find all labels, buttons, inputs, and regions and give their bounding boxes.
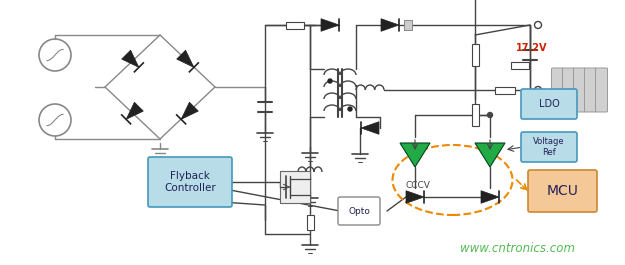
Polygon shape bbox=[361, 122, 379, 134]
FancyBboxPatch shape bbox=[521, 89, 577, 119]
Text: Opto: Opto bbox=[348, 206, 370, 215]
FancyBboxPatch shape bbox=[338, 197, 380, 225]
Bar bbox=[471, 104, 479, 126]
Bar bbox=[280, 171, 310, 203]
FancyBboxPatch shape bbox=[551, 68, 564, 112]
FancyBboxPatch shape bbox=[584, 68, 596, 112]
Text: www.cntronics.com: www.cntronics.com bbox=[460, 242, 575, 255]
Polygon shape bbox=[400, 143, 430, 167]
Text: MCU: MCU bbox=[546, 184, 579, 198]
Text: Flyback
Controller: Flyback Controller bbox=[164, 171, 216, 193]
FancyBboxPatch shape bbox=[562, 68, 574, 112]
Bar bbox=[404, 20, 412, 30]
Circle shape bbox=[348, 107, 352, 111]
Text: Voltage
Ref: Voltage Ref bbox=[533, 137, 565, 157]
Polygon shape bbox=[126, 102, 143, 119]
Circle shape bbox=[488, 113, 492, 117]
Bar bbox=[495, 86, 515, 94]
Polygon shape bbox=[122, 50, 139, 67]
FancyBboxPatch shape bbox=[148, 157, 232, 207]
Bar bbox=[286, 21, 304, 29]
Bar bbox=[471, 44, 479, 66]
FancyBboxPatch shape bbox=[528, 170, 597, 212]
Text: CCCV: CCCV bbox=[405, 180, 430, 189]
Polygon shape bbox=[321, 19, 339, 31]
Polygon shape bbox=[406, 191, 424, 203]
Text: LDO: LDO bbox=[539, 99, 559, 109]
Polygon shape bbox=[181, 102, 198, 119]
FancyBboxPatch shape bbox=[521, 132, 577, 162]
Text: 17.2V: 17.2V bbox=[516, 43, 548, 53]
Polygon shape bbox=[481, 191, 499, 203]
Polygon shape bbox=[381, 19, 399, 31]
Circle shape bbox=[328, 79, 332, 83]
Bar bbox=[511, 61, 529, 68]
Polygon shape bbox=[177, 50, 194, 67]
Polygon shape bbox=[475, 143, 505, 167]
FancyBboxPatch shape bbox=[596, 68, 608, 112]
FancyBboxPatch shape bbox=[574, 68, 586, 112]
Bar bbox=[306, 214, 314, 229]
